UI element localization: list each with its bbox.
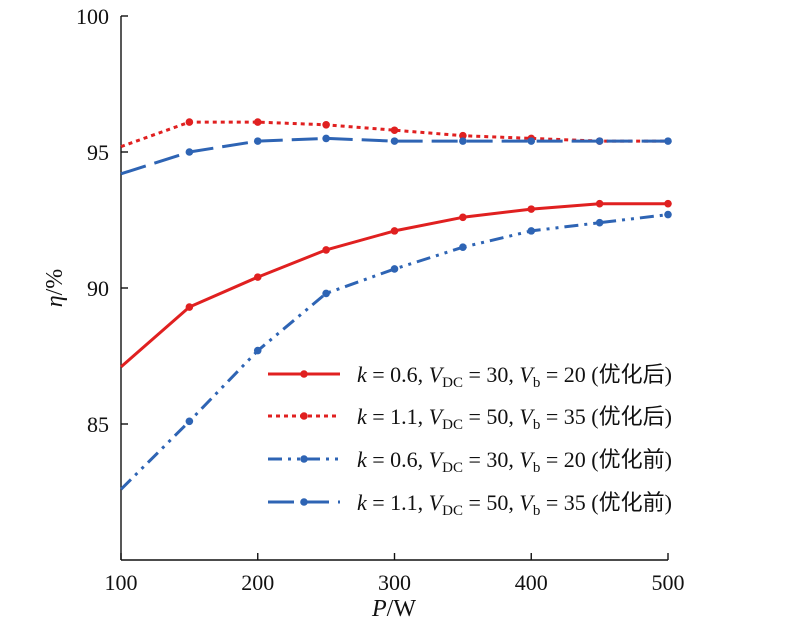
series-line [120,136,668,176]
data-point [595,218,604,227]
data-point [527,205,536,213]
data-point [664,137,672,145]
y-tick-label: 90 [87,276,109,301]
legend-item: k = 1.1, VDC = 50, Vb = 35 (优化前) [268,490,672,519]
data-point [390,265,399,273]
data-point [322,134,330,143]
data-point [185,148,194,156]
data-point [322,121,330,129]
data-point [595,137,604,145]
data-point [390,227,399,235]
y-tick-label: 100 [76,4,109,29]
data-point [253,137,262,145]
data-point [664,199,672,208]
data-point [459,213,467,222]
y-axis-title: η/% [42,269,68,308]
data-point [253,118,262,126]
x-tick-label: 400 [515,570,548,595]
legend-label: k = 0.6, VDC = 30, Vb = 20 (优化前) [357,447,672,476]
data-point [595,199,604,208]
series-layer [119,118,672,491]
legend-swatch-marker [300,498,308,506]
data-point [253,273,262,281]
series-3 [119,210,672,491]
y-tick-label: 95 [87,140,109,165]
data-point [322,246,330,254]
data-point [459,131,467,140]
data-point [185,417,194,426]
legend-item: k = 0.6, VDC = 30, Vb = 20 (优化后) [268,362,672,391]
legend-label: k = 1.1, VDC = 50, Vb = 35 (优化后) [357,404,672,433]
series-4 [120,134,672,176]
legend: k = 0.6, VDC = 30, Vb = 20 (优化后) k = 1.1,… [268,362,672,519]
x-tick-label: 100 [105,570,138,595]
x-tick-label: 200 [241,570,274,595]
data-point [253,346,262,355]
data-point [322,289,330,298]
data-point [664,210,672,219]
legend-swatch-marker [300,455,308,463]
x-tick-label: 300 [378,570,411,595]
legend-swatch-marker [300,370,308,378]
data-point [185,118,194,126]
data-point [527,227,536,235]
x-axis-title: P/W [371,596,416,622]
data-point [390,126,399,135]
series-1 [120,199,672,369]
x-axis-ticks: 100 200 300 400 500 [105,553,685,595]
series-line [119,213,669,491]
x-tick-label: 500 [652,570,685,595]
legend-item: k = 1.1, VDC = 50, Vb = 35 (优化后) [268,404,672,433]
legend-label: k = 1.1, VDC = 50, Vb = 35 (优化前) [357,490,672,519]
legend-item: k = 0.6, VDC = 30, Vb = 20 (优化前) [268,447,672,476]
legend-swatch-marker [300,412,308,420]
data-point [459,137,467,145]
legend-label: k = 0.6, VDC = 30, Vb = 20 (优化后) [357,362,672,391]
y-axis-ticks: 85 90 95 100 [76,4,128,437]
data-point [527,137,536,145]
data-point [459,243,467,251]
y-tick-label: 85 [87,412,109,437]
data-point [390,137,399,145]
data-point [185,303,194,311]
